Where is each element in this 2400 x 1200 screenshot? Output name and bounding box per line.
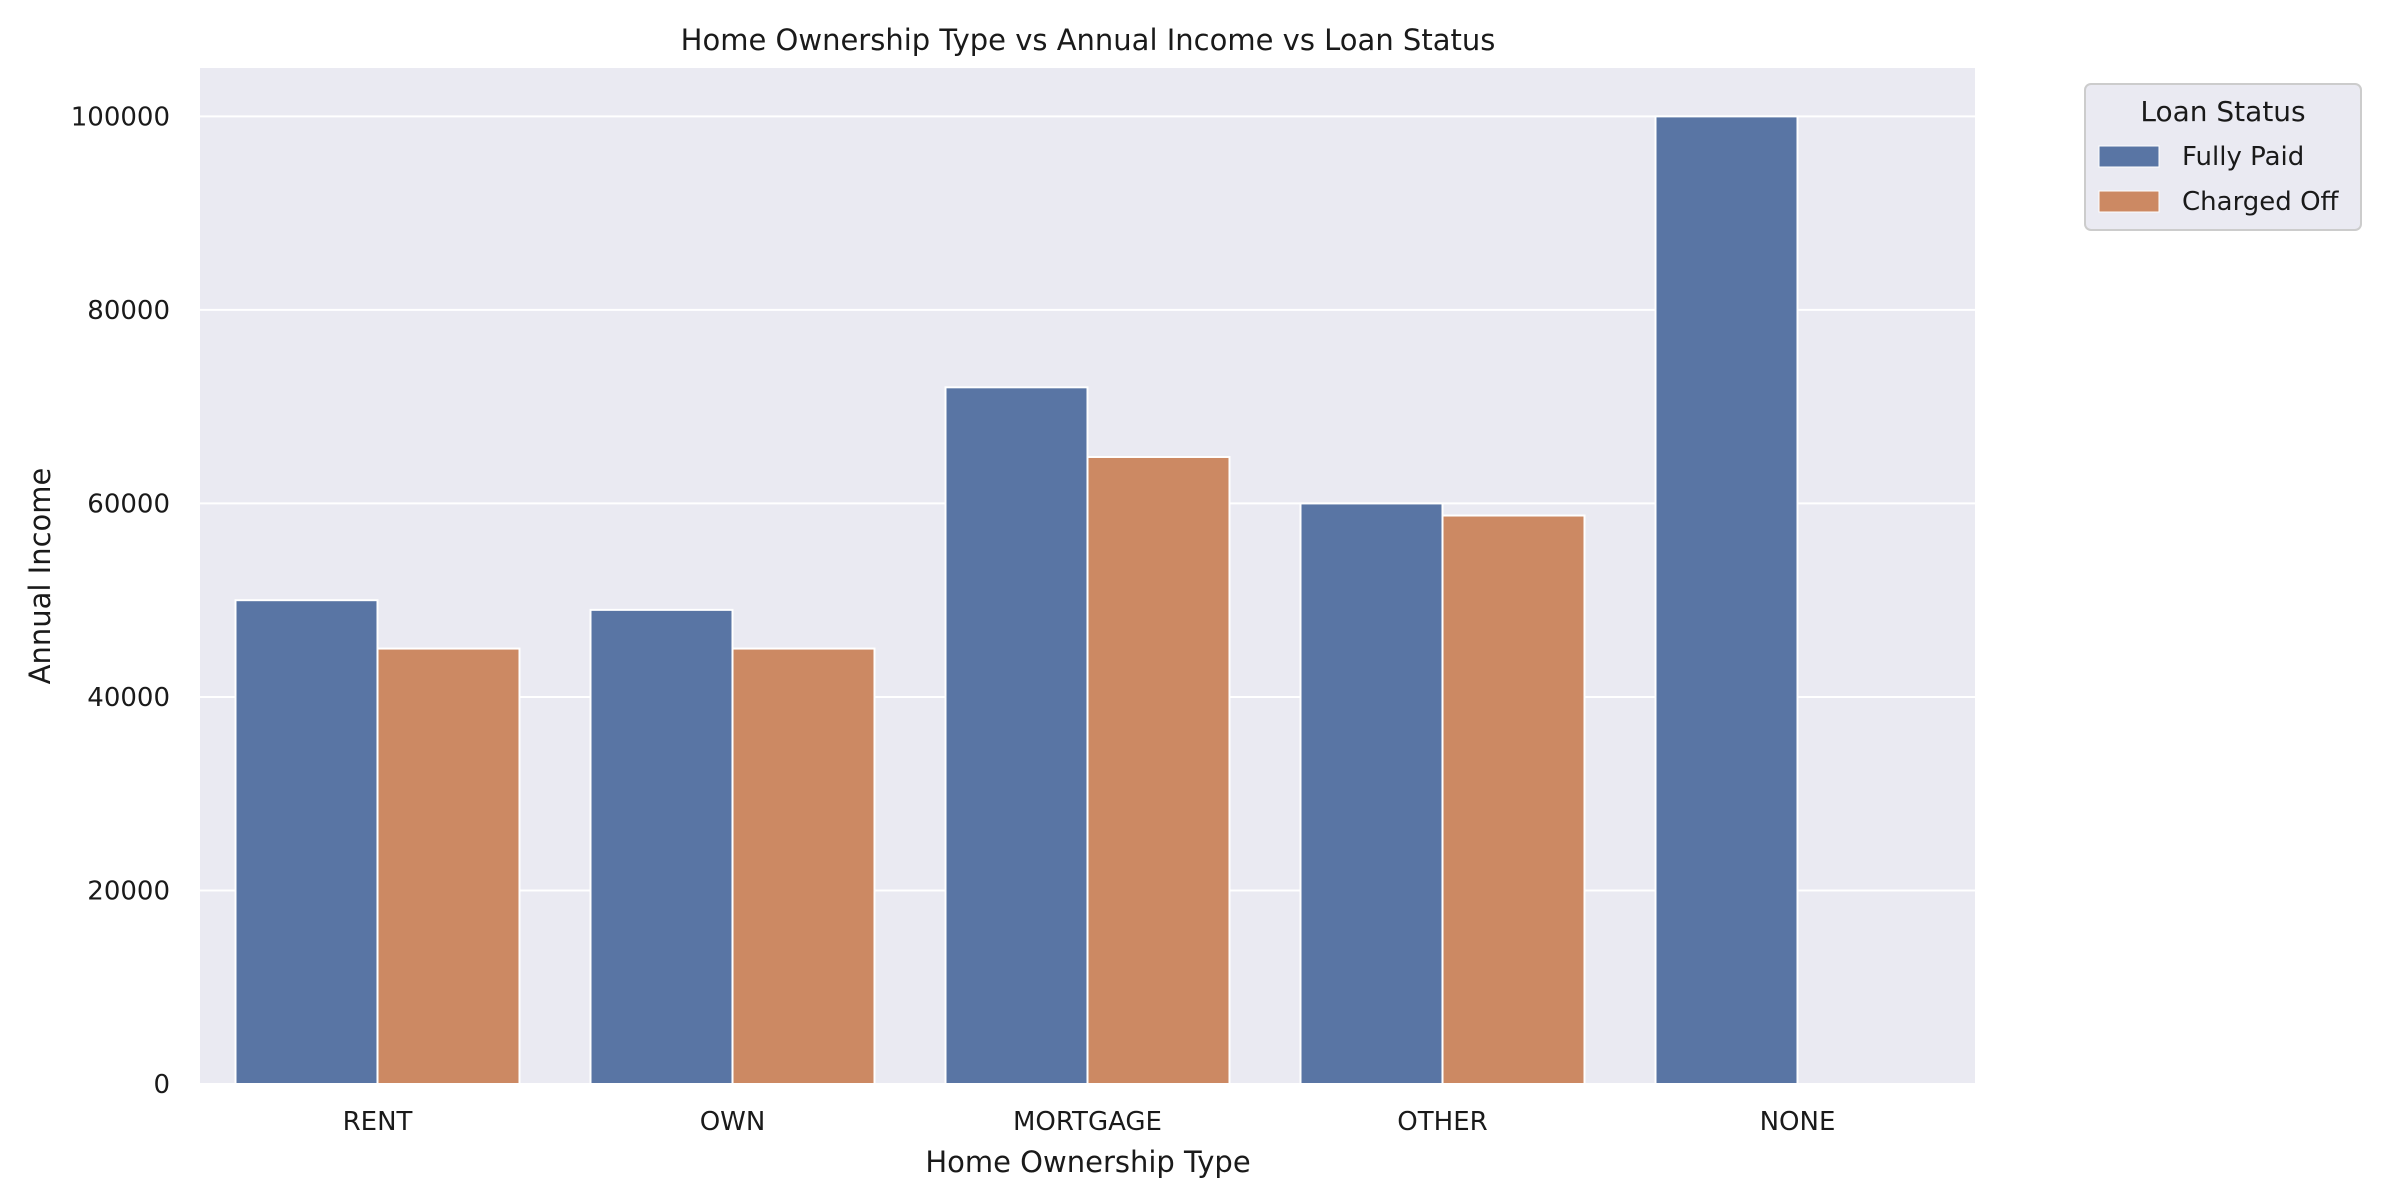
y-tick-label: 40000	[87, 683, 170, 713]
bar-other-fully-paid	[1299, 502, 1444, 1085]
bar-rent-charged-off	[376, 647, 521, 1085]
bar-other-charged-off	[1441, 514, 1586, 1085]
bar-own-fully-paid	[589, 608, 734, 1085]
legend-swatch	[2098, 190, 2160, 213]
bars	[234, 115, 1799, 1086]
y-tick-label: 80000	[87, 296, 170, 326]
legend-swatch	[2098, 145, 2160, 168]
y-axis-label: Annual Income	[23, 468, 57, 685]
legend-label: Charged Off	[2182, 187, 2340, 217]
x-tick-label: MORTGAGE	[1013, 1107, 1162, 1137]
chart-title: Home Ownership Type vs Annual Income vs …	[681, 23, 1496, 57]
legend-items: Fully Paid Charged Off	[2098, 142, 2340, 217]
legend-title: Loan Status	[2140, 95, 2305, 128]
y-tick-label: 20000	[87, 876, 170, 906]
bar-mortgage-charged-off	[1086, 455, 1231, 1085]
y-tick-label: 0	[153, 1070, 170, 1100]
y-axis-ticks: 0 20000 40000 60000 80000 100000	[71, 102, 170, 1100]
x-axis-ticks: RENT OWN MORTGAGE OTHER NONE	[343, 1107, 1836, 1137]
legend: Loan Status Fully Paid Charged Off	[2084, 83, 2362, 231]
y-tick-label: 100000	[71, 102, 170, 132]
bar-mortgage-fully-paid	[944, 386, 1089, 1086]
y-tick-label: 60000	[87, 489, 170, 519]
legend-label: Fully Paid	[2182, 142, 2304, 172]
x-tick-label: OTHER	[1397, 1107, 1487, 1137]
bar-own-charged-off	[731, 647, 876, 1085]
x-tick-label: NONE	[1760, 1107, 1836, 1137]
x-tick-label: OWN	[700, 1107, 766, 1137]
x-tick-label: RENT	[343, 1107, 413, 1137]
x-axis-label: Home Ownership Type	[925, 1145, 1250, 1179]
bar-none-fully-paid	[1654, 115, 1799, 1085]
bar-rent-fully-paid	[234, 599, 379, 1085]
